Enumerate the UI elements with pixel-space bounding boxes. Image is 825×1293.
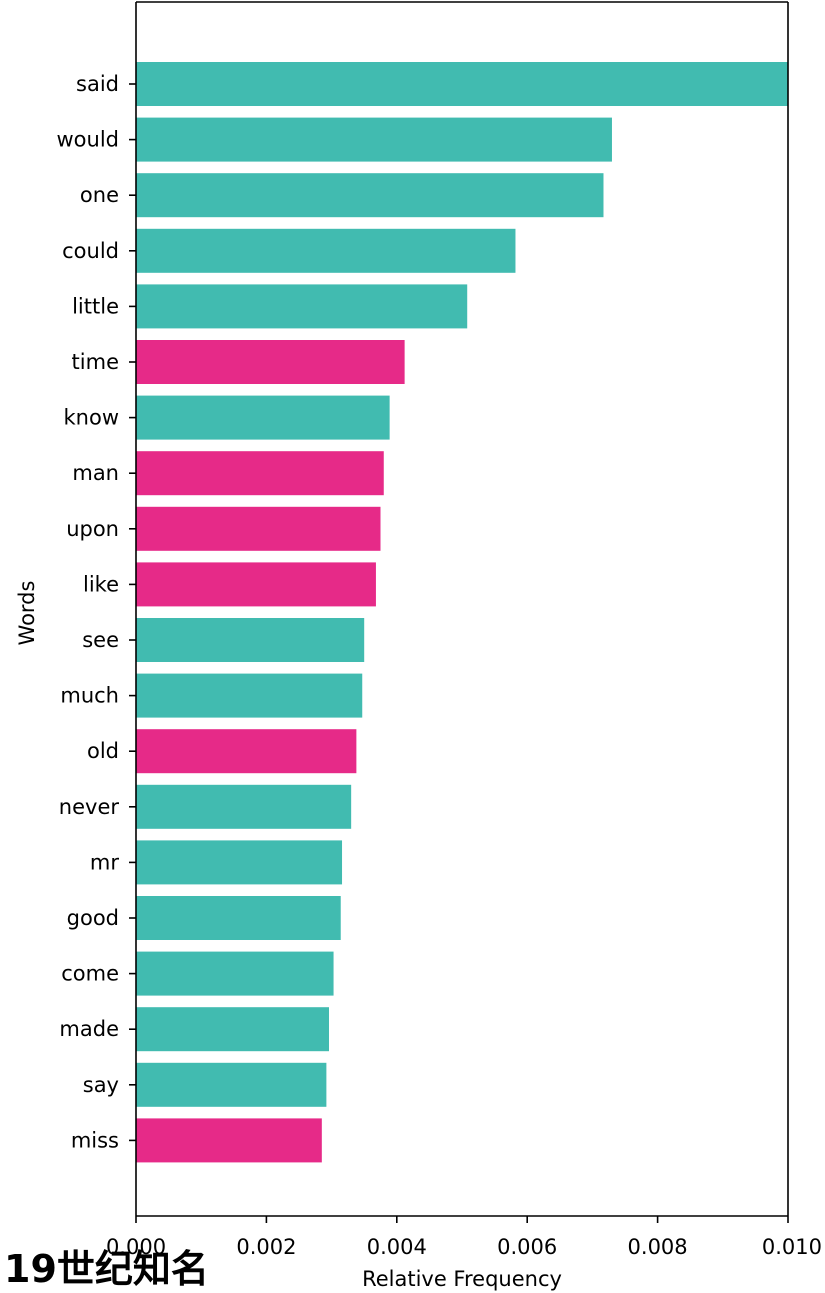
bar-miss <box>136 1118 322 1163</box>
y-tick-label-much: much <box>60 684 119 708</box>
y-tick-label-man: man <box>72 461 119 485</box>
bar-one <box>136 173 604 218</box>
bar-little <box>136 284 468 329</box>
bar-time <box>136 340 405 384</box>
bar-said <box>136 62 788 106</box>
y-tick-label-miss: miss <box>71 1128 119 1152</box>
x-tick-label-0.006: 0.006 <box>497 1235 557 1259</box>
y-tick-label-one: one <box>80 183 119 207</box>
y-tick-label-upon: upon <box>66 517 119 541</box>
y-tick-label-said: said <box>76 72 119 96</box>
bar-know <box>136 395 390 440</box>
bar-see <box>136 618 365 662</box>
y-tick-label-made: made <box>59 1017 119 1041</box>
bar-good <box>136 896 341 940</box>
x-tick-label-0.008: 0.008 <box>628 1235 688 1259</box>
x-tick-label-0.004: 0.004 <box>367 1235 427 1259</box>
bar-man <box>136 451 384 496</box>
bar-come <box>136 951 334 996</box>
y-tick-label-mr: mr <box>90 850 119 874</box>
y-tick-label-know: know <box>64 406 120 430</box>
bar-like <box>136 562 376 607</box>
y-tick-label-say: say <box>83 1073 119 1097</box>
y-tick-label-old: old <box>87 739 119 763</box>
bar-made <box>136 1007 329 1052</box>
y-tick-label-like: like <box>83 572 119 596</box>
x-axis-ticks: 0.000 0.002 0.004 0.006 0.008 0.010 <box>106 1216 822 1259</box>
overlay-caption: 19世纪知名 <box>4 1247 209 1291</box>
y-tick-label-see: see <box>82 628 119 652</box>
bar-upon <box>136 506 381 551</box>
x-tick-label-0.002: 0.002 <box>236 1235 296 1259</box>
y-tick-label-good: good <box>67 906 119 930</box>
bar-never <box>136 784 352 829</box>
y-tick-label-time: time <box>72 350 119 374</box>
bar-much <box>136 673 363 718</box>
y-tick-label-never: never <box>59 795 120 819</box>
x-axis-label: Relative Frequency <box>362 1267 562 1291</box>
y-axis-ticks: said would one could little time know man upon li… <box>57 72 136 1152</box>
bar-could <box>136 228 516 273</box>
bars-group <box>136 62 788 1163</box>
bar-say <box>136 1062 327 1107</box>
bar-old <box>136 729 357 774</box>
bar-would <box>136 117 612 162</box>
bar-mr <box>136 840 343 885</box>
y-tick-label-would: would <box>57 128 120 152</box>
x-tick-label-0.010: 0.010 <box>762 1235 822 1259</box>
y-tick-label-little: little <box>72 294 119 318</box>
y-tick-label-come: come <box>61 962 119 986</box>
y-axis-label: Words <box>15 581 39 646</box>
y-tick-label-could: could <box>62 239 119 263</box>
x-tick-label-0.000: 0.000 <box>106 1235 166 1259</box>
